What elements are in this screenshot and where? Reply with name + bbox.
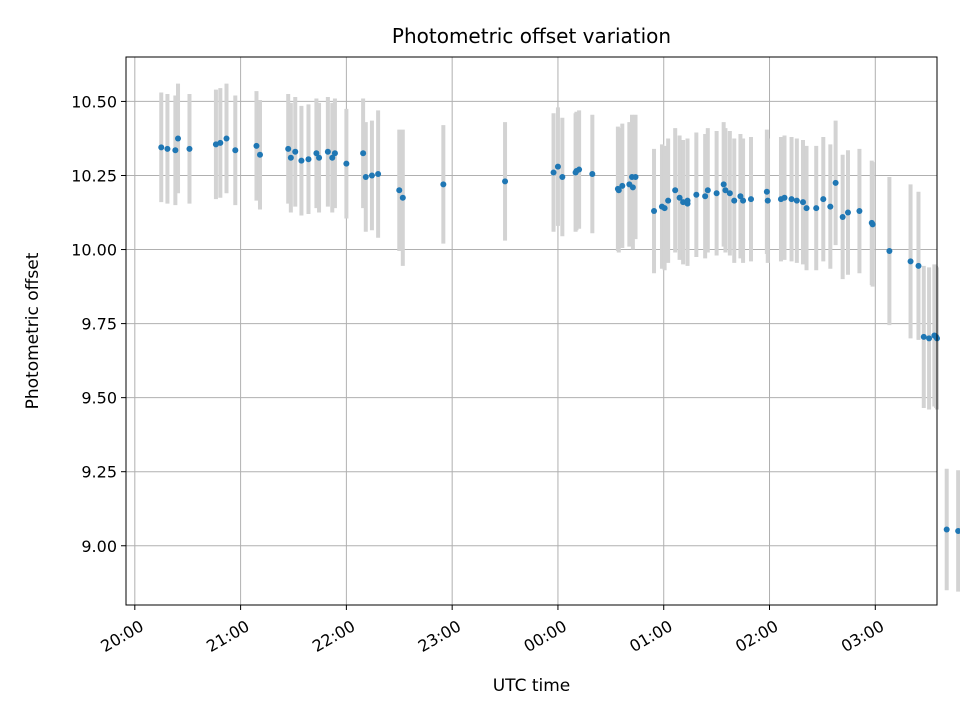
- data-point: [704, 187, 711, 194]
- data-point: [693, 191, 700, 198]
- data-point: [285, 145, 292, 152]
- data-point: [665, 197, 672, 204]
- data-point: [324, 148, 331, 155]
- data-point: [440, 181, 447, 188]
- data-point: [684, 197, 691, 204]
- data-point: [844, 209, 851, 216]
- data-point: [368, 172, 375, 179]
- data-point: [329, 154, 336, 161]
- data-point: [559, 173, 566, 180]
- data-point: [813, 205, 820, 212]
- data-point: [186, 145, 193, 152]
- data-point: [820, 196, 827, 203]
- data-point: [292, 148, 299, 155]
- data-point: [737, 193, 744, 200]
- data-point: [764, 197, 771, 204]
- data-point: [720, 181, 727, 188]
- data-point: [907, 258, 914, 265]
- data-point: [632, 173, 639, 180]
- data-point: [331, 150, 338, 157]
- data-point: [722, 187, 729, 194]
- data-point: [943, 526, 950, 533]
- data-point: [740, 197, 747, 204]
- data-point: [955, 527, 960, 534]
- data-point: [886, 248, 893, 255]
- data-point: [399, 194, 406, 201]
- y-tick-label: 9.25: [81, 463, 117, 482]
- data-point: [781, 194, 788, 201]
- data-point: [615, 187, 622, 194]
- data-point: [915, 262, 922, 269]
- y-tick-label: 9.00: [81, 537, 117, 556]
- data-point: [920, 333, 927, 340]
- data-point: [554, 163, 561, 170]
- data-point: [172, 147, 179, 154]
- data-point: [803, 205, 810, 212]
- data-point: [856, 208, 863, 215]
- data-point: [550, 169, 557, 176]
- data-point: [832, 179, 839, 186]
- data-point: [672, 187, 679, 194]
- data-point: [343, 160, 350, 167]
- data-point: [629, 184, 636, 191]
- data-point: [827, 203, 834, 210]
- data-point: [287, 154, 294, 161]
- data-point: [316, 154, 323, 161]
- data-point: [164, 145, 171, 152]
- data-point: [396, 187, 403, 194]
- y-tick-label: 10.50: [71, 92, 117, 111]
- data-point: [375, 171, 382, 178]
- data-points: [158, 135, 960, 534]
- data-point: [362, 173, 369, 180]
- data-point: [926, 335, 933, 342]
- data-point: [175, 135, 182, 142]
- data-point: [800, 199, 807, 206]
- data-point: [702, 193, 709, 200]
- data-point: [502, 178, 509, 185]
- data-point: [793, 197, 800, 204]
- x-axis-title: UTC time: [493, 676, 571, 696]
- data-point: [589, 171, 596, 178]
- plot-frame: [125, 56, 938, 606]
- data-point: [619, 182, 626, 189]
- y-tick-label: 9.75: [81, 315, 117, 334]
- data-point: [298, 157, 305, 164]
- data-point: [305, 156, 312, 163]
- y-tick-label: 10.25: [71, 166, 117, 185]
- data-point: [788, 196, 795, 203]
- data-point: [360, 150, 367, 157]
- data-point: [576, 166, 583, 173]
- data-point: [763, 188, 770, 195]
- data-point: [661, 205, 668, 212]
- y-axis-ticks: 9.00 9.25 9.50 9.75 10.00 10.25 10.50: [71, 92, 126, 556]
- y-tick-label: 10.00: [71, 241, 117, 260]
- data-point: [676, 194, 683, 201]
- data-point: [232, 147, 239, 154]
- data-point: [726, 190, 733, 197]
- data-point: [158, 144, 165, 151]
- data-point: [747, 196, 754, 203]
- data-point: [256, 151, 263, 158]
- data-point: [731, 197, 738, 204]
- data-point: [651, 208, 658, 215]
- data-point: [869, 221, 876, 228]
- y-axis-title: Photometric offset: [23, 252, 43, 409]
- data-point: [713, 190, 720, 197]
- data-point: [217, 139, 224, 146]
- chart-title: Photometric offset variation: [392, 24, 671, 48]
- data-point: [313, 150, 320, 157]
- data-point: [253, 142, 260, 149]
- data-point: [839, 213, 846, 220]
- y-tick-label: 9.50: [81, 389, 117, 408]
- data-point: [223, 135, 230, 142]
